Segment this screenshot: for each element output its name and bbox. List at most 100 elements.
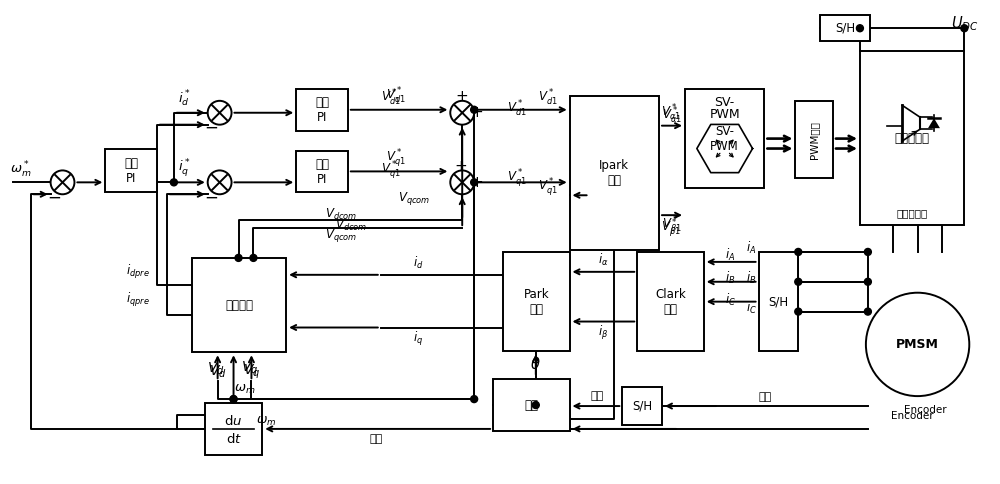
- Circle shape: [795, 278, 802, 285]
- Text: $V_{\beta1}^*$: $V_{\beta1}^*$: [661, 217, 681, 239]
- Text: $i_C$: $i_C$: [725, 292, 736, 308]
- Circle shape: [864, 308, 871, 315]
- Text: S/H: S/H: [835, 22, 855, 35]
- Bar: [685, 89, 764, 188]
- Text: $V_{\alpha 1}^*$: $V_{\alpha 1}^*$: [662, 106, 682, 126]
- Text: +: +: [471, 175, 484, 190]
- Text: 三相逆变器: 三相逆变器: [896, 208, 928, 218]
- Text: $V_{q1}^*$: $V_{q1}^*$: [381, 159, 401, 182]
- Bar: [192, 258, 286, 352]
- Circle shape: [471, 106, 478, 113]
- Bar: [637, 252, 704, 351]
- Circle shape: [170, 179, 177, 186]
- Text: $U_{DC}$: $U_{DC}$: [951, 14, 979, 32]
- Circle shape: [471, 179, 478, 186]
- Text: $\omega_m$: $\omega_m$: [234, 382, 255, 396]
- Circle shape: [961, 25, 968, 32]
- Bar: [570, 96, 659, 250]
- Text: $V_d$: $V_d$: [207, 361, 225, 378]
- Circle shape: [230, 395, 237, 403]
- Text: $V_{d1}^*$: $V_{d1}^*$: [381, 88, 401, 108]
- Text: PI: PI: [317, 111, 327, 124]
- Text: 激励: 激励: [369, 434, 382, 444]
- Text: d$u$: d$u$: [224, 414, 243, 428]
- Circle shape: [795, 248, 802, 256]
- Circle shape: [235, 255, 242, 261]
- Text: $\omega_m^*$: $\omega_m^*$: [10, 160, 31, 181]
- Text: $i_\alpha$: $i_\alpha$: [598, 252, 609, 268]
- Text: $i_C$: $i_C$: [746, 300, 757, 316]
- Text: 电流预测: 电流预测: [225, 299, 253, 312]
- Text: $V_{qcom}$: $V_{qcom}$: [325, 227, 357, 243]
- Text: PI: PI: [126, 172, 136, 185]
- Text: 变换: 变换: [664, 303, 678, 316]
- Text: $V_q$: $V_q$: [243, 363, 260, 381]
- Circle shape: [532, 402, 539, 408]
- Text: S/H: S/H: [768, 295, 788, 308]
- Polygon shape: [928, 118, 940, 128]
- Circle shape: [471, 395, 478, 403]
- Text: $V_{\alpha1}^*$: $V_{\alpha1}^*$: [661, 103, 681, 123]
- Text: PWM更新: PWM更新: [809, 121, 819, 159]
- Text: $i_B$: $i_B$: [725, 270, 736, 286]
- Text: +: +: [455, 159, 468, 174]
- Circle shape: [208, 101, 232, 125]
- Text: +: +: [456, 90, 469, 105]
- Bar: [759, 252, 798, 351]
- Text: 解码: 解码: [524, 398, 538, 411]
- Circle shape: [208, 170, 232, 194]
- Text: S/H: S/H: [632, 400, 652, 412]
- Text: $V_{d1}^*$: $V_{d1}^*$: [386, 86, 405, 106]
- Bar: [860, 51, 964, 225]
- Bar: [296, 151, 348, 192]
- Text: $i_{dpre}$: $i_{dpre}$: [126, 263, 150, 281]
- Text: $\theta$: $\theta$: [530, 356, 541, 372]
- Text: $i_q$: $i_q$: [413, 331, 424, 348]
- Text: Encoder: Encoder: [904, 405, 947, 415]
- Bar: [795, 101, 833, 179]
- Circle shape: [856, 25, 863, 32]
- Text: SV-: SV-: [715, 96, 735, 109]
- Text: $V_{qcom}$: $V_{qcom}$: [398, 190, 430, 207]
- Text: $i_B$: $i_B$: [746, 270, 757, 286]
- Bar: [820, 15, 870, 41]
- Text: $i_A$: $i_A$: [725, 247, 736, 263]
- Text: −: −: [205, 119, 219, 136]
- Text: $V_q$: $V_q$: [241, 360, 258, 378]
- Text: $V_{q1}^*$: $V_{q1}^*$: [386, 148, 405, 169]
- Bar: [296, 89, 348, 131]
- Text: $i_d$: $i_d$: [413, 255, 424, 271]
- Text: −: −: [48, 188, 62, 206]
- Text: 三相逆变器: 三相逆变器: [895, 132, 930, 145]
- Text: Park: Park: [523, 288, 549, 301]
- Text: $i_\beta$: $i_\beta$: [598, 324, 609, 343]
- Text: $V_{q1}^*$: $V_{q1}^*$: [507, 167, 527, 189]
- Text: $i_q^*$: $i_q^*$: [178, 157, 191, 180]
- Bar: [105, 149, 157, 192]
- Text: $i_{qpre}$: $i_{qpre}$: [126, 291, 150, 309]
- Circle shape: [250, 255, 257, 261]
- Text: PWM: PWM: [710, 140, 739, 153]
- Bar: [493, 379, 570, 431]
- Circle shape: [864, 248, 871, 256]
- Text: $V_{q1}^*$: $V_{q1}^*$: [538, 176, 558, 198]
- Text: Encoder: Encoder: [891, 411, 934, 421]
- Circle shape: [866, 293, 969, 396]
- Circle shape: [450, 101, 474, 125]
- Text: −: −: [205, 188, 219, 206]
- Text: $V_d$: $V_d$: [209, 364, 226, 380]
- Text: PWM: PWM: [709, 108, 740, 121]
- Text: $V_{dcom}$: $V_{dcom}$: [335, 217, 367, 233]
- Text: 第三: 第三: [315, 158, 329, 171]
- Circle shape: [864, 278, 871, 285]
- Bar: [205, 403, 262, 455]
- Text: $V_{d1}^*$: $V_{d1}^*$: [507, 99, 527, 119]
- Bar: [622, 387, 662, 425]
- Text: $V_{dcom}$: $V_{dcom}$: [325, 207, 357, 222]
- Text: $V_{\beta 1}^*$: $V_{\beta 1}^*$: [662, 214, 682, 236]
- Text: 反馈: 反馈: [759, 392, 772, 402]
- Text: SV-: SV-: [715, 125, 734, 138]
- Text: +: +: [471, 105, 484, 120]
- Text: 变换: 变换: [529, 303, 543, 316]
- Text: 反馈: 反馈: [591, 391, 604, 401]
